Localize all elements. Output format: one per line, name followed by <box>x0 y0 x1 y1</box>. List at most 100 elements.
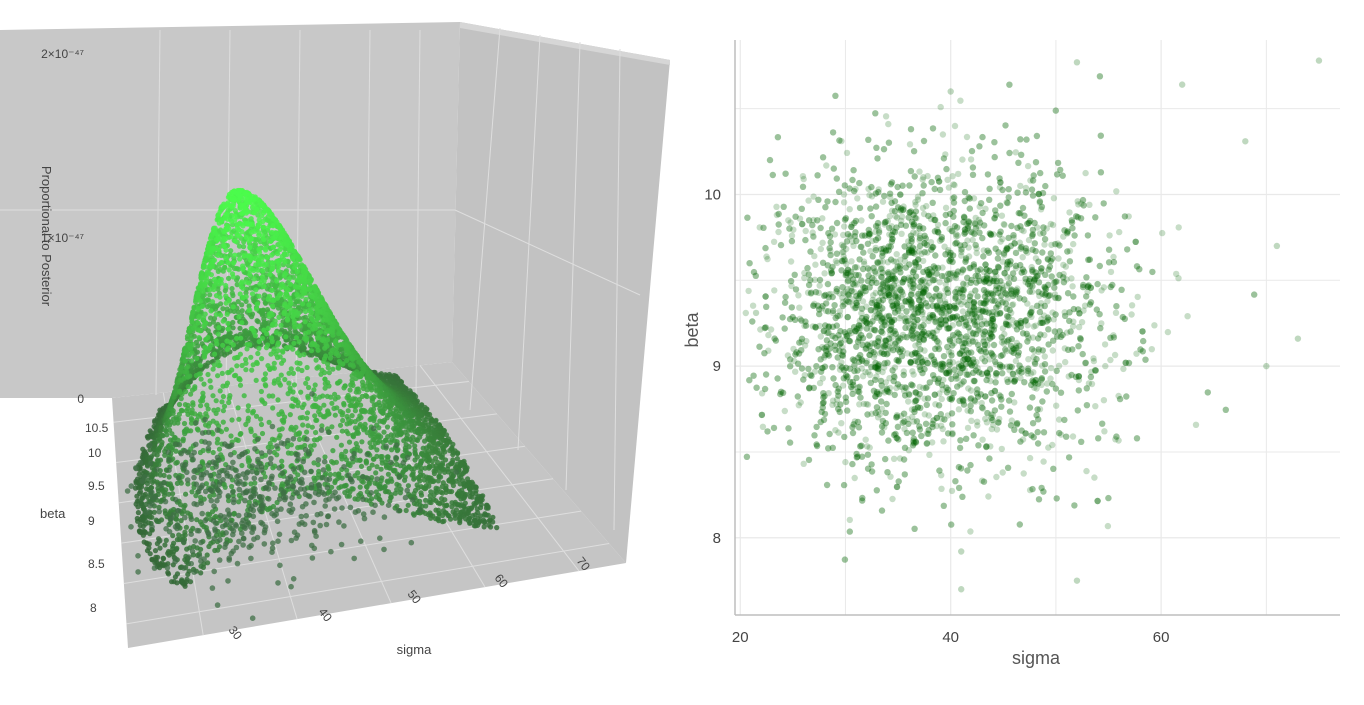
surface-point <box>200 398 205 403</box>
surface-point <box>183 532 188 537</box>
surface-point <box>218 388 223 393</box>
surface-point <box>145 481 150 486</box>
surface-point <box>220 306 225 311</box>
surface-point <box>256 232 261 237</box>
surface-point <box>261 237 266 242</box>
surface-point <box>348 382 353 387</box>
surface-point <box>313 418 318 423</box>
surface-point <box>166 571 171 576</box>
surface-point <box>232 253 237 258</box>
surface-point <box>389 447 394 452</box>
surface-point <box>305 376 310 381</box>
surface-point <box>258 417 263 422</box>
surface-point <box>198 328 203 333</box>
surface-point <box>371 457 376 462</box>
posterior-3d-plot[interactable]: 304050607088.599.51010.501×10⁻⁴⁷2×10⁻⁴⁷ … <box>0 0 690 700</box>
surface-point <box>222 265 227 270</box>
surface-point <box>215 548 220 553</box>
surface-point <box>340 476 345 481</box>
surface-point <box>220 371 225 376</box>
surface-point <box>179 396 184 401</box>
surface-point <box>216 247 221 252</box>
surface-point <box>223 293 228 298</box>
surface-point <box>226 400 231 405</box>
surface-point <box>297 353 302 358</box>
surface-point <box>223 283 228 288</box>
surface-point <box>249 368 254 373</box>
surface-point <box>215 407 220 412</box>
surface-point <box>229 286 234 291</box>
surface-point <box>217 295 222 300</box>
surface-point <box>236 499 241 504</box>
surface-point <box>271 245 276 250</box>
surface-point <box>173 574 178 579</box>
surface-point <box>282 259 287 264</box>
surface-point <box>215 373 220 378</box>
surface-point <box>291 404 296 409</box>
surface-point <box>256 346 261 351</box>
surface-point <box>286 381 291 386</box>
surface-point <box>231 304 236 309</box>
surface-point <box>245 222 250 227</box>
surface-point <box>264 345 269 350</box>
surface-point <box>270 304 275 309</box>
surface-point <box>149 515 154 520</box>
surface-point <box>458 496 463 501</box>
surface-point <box>329 401 334 406</box>
surface-point <box>231 260 236 265</box>
surface-point <box>181 438 186 443</box>
surface-point <box>292 265 297 270</box>
surface-point <box>276 412 281 417</box>
surface-point <box>238 432 243 437</box>
surface-point <box>277 332 282 337</box>
surface-point <box>266 297 271 302</box>
surface-point <box>238 336 243 341</box>
surface-point <box>148 551 153 556</box>
surface-point <box>312 413 317 418</box>
surface-point <box>270 223 275 228</box>
surface-point <box>292 382 297 387</box>
surface-point <box>272 437 277 442</box>
surface-point <box>254 378 259 383</box>
surface-point <box>386 480 391 485</box>
surface-point <box>295 360 300 365</box>
surface-point <box>234 363 239 368</box>
surface-point <box>326 365 331 370</box>
surface-point <box>449 504 454 509</box>
surface-point <box>237 233 242 238</box>
surface-point <box>309 348 314 353</box>
surface-point <box>406 483 411 488</box>
surface-point <box>229 417 234 422</box>
surface-point <box>259 356 264 361</box>
surface-point <box>223 236 228 241</box>
surface-point <box>153 548 158 553</box>
surface-point <box>214 398 219 403</box>
surface-point <box>244 346 249 351</box>
surface-point <box>225 381 230 386</box>
surface-point <box>177 402 182 407</box>
surface-point <box>226 298 231 303</box>
surface-point <box>261 225 266 230</box>
surface-point <box>376 393 381 398</box>
surface-point <box>402 478 407 483</box>
surface-point <box>353 408 358 413</box>
surface-point <box>328 472 333 477</box>
surface-point <box>264 331 269 336</box>
surface-point <box>170 491 175 496</box>
surface-point <box>336 485 341 490</box>
surface-point <box>243 422 248 427</box>
surface-point <box>341 385 346 390</box>
surface-point <box>326 467 331 472</box>
surface-point <box>252 481 257 486</box>
surface-point <box>229 234 234 239</box>
surface-point <box>276 268 281 273</box>
surface-point <box>422 486 427 491</box>
surface-point <box>437 501 442 506</box>
surface-point <box>259 422 264 427</box>
surface-point <box>250 410 255 415</box>
surface-point <box>198 363 203 368</box>
surface-point <box>279 361 284 366</box>
surface-point <box>246 403 251 408</box>
surface-point <box>183 584 188 589</box>
